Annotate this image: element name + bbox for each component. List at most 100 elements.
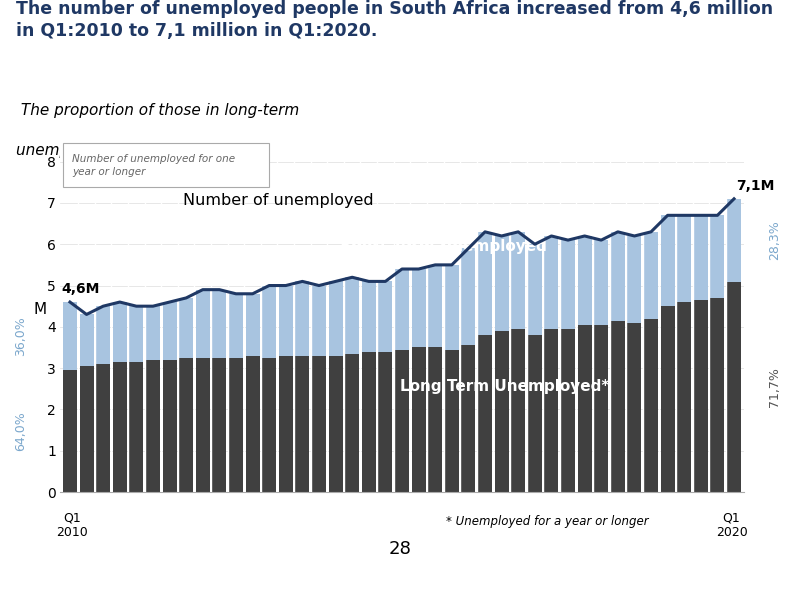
Text: 7,1M: 7,1M <box>736 179 774 193</box>
Bar <box>329 281 342 356</box>
Bar <box>445 265 459 350</box>
Bar <box>411 347 426 492</box>
Bar <box>278 356 293 492</box>
Text: * Unemployed for a year or longer: * Unemployed for a year or longer <box>446 515 649 528</box>
Bar <box>462 248 475 346</box>
Bar <box>561 240 575 329</box>
Bar <box>96 364 110 492</box>
Text: The number of unemployed people in South Africa increased from 4,6 million
in Q1: The number of unemployed people in South… <box>16 0 773 40</box>
Bar <box>610 232 625 320</box>
Text: Q1
2020: Q1 2020 <box>716 511 747 539</box>
Text: 28: 28 <box>389 540 411 558</box>
Text: Number of unemployed: Number of unemployed <box>183 193 374 208</box>
Bar <box>677 302 691 492</box>
Bar <box>395 269 409 350</box>
Y-axis label: M: M <box>34 301 46 317</box>
Text: Q1
2010: Q1 2010 <box>57 511 88 539</box>
Bar <box>511 232 526 329</box>
Bar <box>378 352 393 492</box>
Bar <box>262 286 276 358</box>
Bar <box>362 352 376 492</box>
Bar <box>644 232 658 319</box>
Bar <box>544 329 558 492</box>
Bar <box>494 236 509 331</box>
Text: Number of unemployed for one
year or longer: Number of unemployed for one year or lon… <box>72 154 235 177</box>
Bar <box>428 347 442 492</box>
Bar <box>295 281 310 356</box>
Bar <box>578 325 592 492</box>
Bar <box>710 215 725 298</box>
Text: unemployment increased from 64,0% in Q1:2010 to: unemployment increased from 64,0% in Q1:… <box>16 143 420 158</box>
Bar <box>312 286 326 356</box>
Bar <box>462 346 475 492</box>
Bar <box>561 329 575 492</box>
Bar <box>179 358 194 492</box>
Bar <box>278 286 293 356</box>
Bar <box>428 265 442 347</box>
Bar <box>494 331 509 492</box>
Bar <box>312 356 326 492</box>
Bar <box>162 360 177 492</box>
Bar <box>727 199 741 282</box>
Text: 71,7%: 71,7% <box>519 143 572 158</box>
Text: 28,3%: 28,3% <box>768 220 782 260</box>
Bar <box>694 215 708 300</box>
Bar <box>594 240 608 325</box>
Bar <box>79 314 94 366</box>
Bar <box>661 306 674 492</box>
Bar <box>710 298 725 492</box>
Text: The proportion of those in long-term: The proportion of those in long-term <box>16 103 299 118</box>
Bar <box>113 362 127 492</box>
Text: Short Term Unemployed: Short Term Unemployed <box>340 239 546 254</box>
Bar <box>212 290 226 358</box>
Bar <box>627 323 642 492</box>
FancyBboxPatch shape <box>63 143 269 187</box>
Bar <box>578 236 592 325</box>
Text: 64,0%: 64,0% <box>14 411 27 451</box>
Bar <box>212 358 226 492</box>
Bar <box>146 360 160 492</box>
Bar <box>478 335 492 492</box>
Bar <box>627 236 642 323</box>
Bar <box>229 358 243 492</box>
Bar <box>113 302 127 362</box>
Bar <box>395 350 409 492</box>
Bar <box>644 319 658 492</box>
Text: 71,7%: 71,7% <box>768 367 782 407</box>
Bar <box>478 232 492 335</box>
Bar <box>528 244 542 335</box>
Bar <box>96 306 110 364</box>
Bar <box>229 294 243 358</box>
Bar <box>445 350 459 492</box>
Bar <box>528 335 542 492</box>
Bar <box>511 329 526 492</box>
Text: in Q1:2020: in Q1:2020 <box>565 143 654 158</box>
Bar <box>196 290 210 358</box>
Bar <box>329 356 342 492</box>
Bar <box>262 358 276 492</box>
Bar <box>246 356 260 492</box>
Bar <box>544 236 558 329</box>
Bar <box>79 366 94 492</box>
Bar <box>610 320 625 492</box>
Bar <box>345 277 359 353</box>
Text: 4,6M: 4,6M <box>62 282 100 296</box>
Bar <box>661 215 674 306</box>
Bar <box>63 370 77 492</box>
Bar <box>130 306 143 362</box>
Bar <box>179 298 194 358</box>
Bar <box>246 294 260 356</box>
Bar <box>411 269 426 347</box>
Bar <box>146 306 160 360</box>
Bar <box>378 281 393 352</box>
Bar <box>295 356 310 492</box>
Text: 36,0%: 36,0% <box>14 316 27 356</box>
Text: Long Term Unemployed*: Long Term Unemployed* <box>400 379 610 394</box>
Bar <box>362 281 376 352</box>
Bar <box>677 215 691 302</box>
Bar <box>594 325 608 492</box>
Bar <box>162 302 177 360</box>
Bar <box>196 358 210 492</box>
Bar <box>727 282 741 492</box>
Bar <box>694 300 708 492</box>
